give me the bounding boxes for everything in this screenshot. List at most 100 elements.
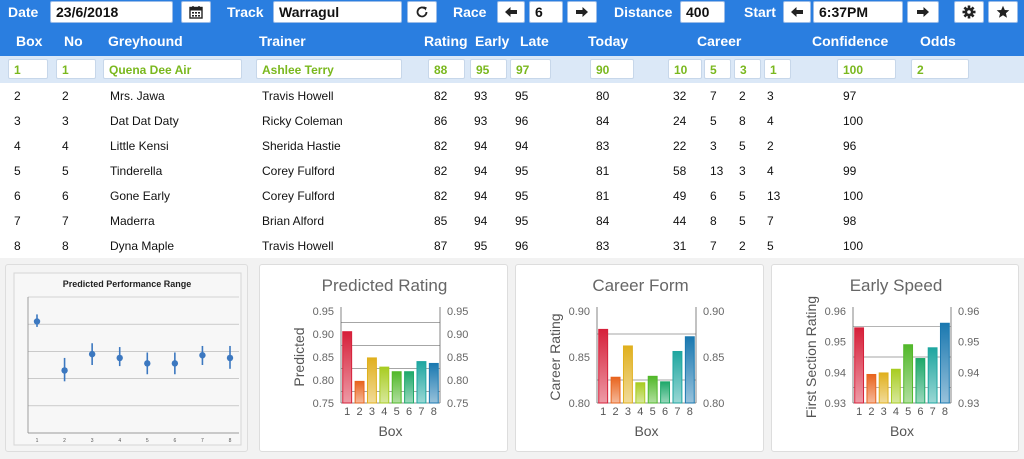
cell-early: 93 [474, 89, 488, 103]
y-tick-label-left: 0.94 [825, 367, 846, 379]
selected-rating[interactable]: 88 [428, 59, 465, 79]
cell-trainer: Travis Howell [262, 89, 334, 103]
cell-rating: 82 [434, 189, 448, 203]
predicted-rating-chart: Predicted Rating 0.75 0.75 0.80 0.80 0.85 0.85… [291, 276, 468, 439]
header-rating[interactable]: Rating [424, 33, 468, 49]
y-axis-label: First Section Rating [803, 296, 819, 418]
x-tick-label: 7 [674, 406, 680, 418]
gear-icon[interactable] [954, 1, 984, 23]
table-row[interactable]: 2 2 Mrs. Jawa Travis Howell 82 93 95 80 … [0, 83, 1024, 108]
selected-trainer[interactable]: Ashlee Terry [256, 59, 402, 79]
x-tick-label: 1 [344, 406, 350, 418]
selected-box[interactable]: 1 [8, 59, 48, 79]
selected-career-1[interactable]: 10 [668, 59, 702, 79]
date-field[interactable]: 23/6/2018 [50, 1, 173, 23]
y-tick-label-right: 0.95 [447, 306, 468, 318]
cell-career-1: 31 [673, 239, 687, 253]
race-prev-button[interactable] [497, 1, 525, 23]
bar [622, 345, 633, 404]
cell-confidence: 100 [843, 114, 864, 128]
cell-today: 84 [596, 214, 610, 228]
cell-today: 80 [596, 89, 610, 103]
header-greyhound[interactable]: Greyhound [108, 33, 183, 49]
table-row[interactable]: 5 5 Tinderella Corey Fulford 82 94 95 81… [0, 158, 1024, 183]
selected-late[interactable]: 97 [510, 59, 551, 79]
x-tick-label: 2 [357, 406, 363, 418]
table-row[interactable]: 7 7 Maderra Brian Alford 85 94 95 84 44 … [0, 208, 1024, 233]
table-row[interactable]: 3 3 Dat Dat Daty Ricky Coleman 86 93 96 … [0, 108, 1024, 133]
header-trainer[interactable]: Trainer [259, 33, 306, 49]
header-no[interactable]: No [64, 33, 83, 49]
selected-odds[interactable]: 2 [911, 59, 969, 79]
start-next-button[interactable] [907, 1, 939, 23]
header-confidence[interactable]: Confidence [812, 33, 889, 49]
cell-career-1: 49 [673, 189, 687, 203]
cell-career-2: 5 [710, 114, 717, 128]
distance-field[interactable]: 400 [680, 1, 725, 23]
date-label: Date [8, 4, 39, 20]
table-row-selected[interactable]: 1 1 Quena Dee Air Ashlee Terry 88 95 97 … [0, 56, 1024, 83]
early-speed-panel: Early Speed 0.93 0.93 0.94 0.94 0.95 0.95 0.96 0… [771, 264, 1019, 452]
y-tick-label-left: 0.90 [569, 306, 590, 318]
data-point [199, 352, 206, 359]
x-tick-label: 8 [229, 438, 232, 444]
cell-career-2: 13 [710, 164, 724, 178]
x-tick-label: 5 [650, 406, 656, 418]
y-tick-label-left: 0.93 [825, 398, 846, 410]
bar [878, 372, 889, 404]
cell-trainer: Corey Fulford [262, 164, 335, 178]
y-tick-label-right: 0.95 [958, 337, 979, 349]
early-speed-chart: Early Speed 0.93 0.93 0.94 0.94 0.95 0.95 0.96 0… [803, 276, 979, 439]
arrow-left-icon [505, 7, 517, 17]
start-label: Start [744, 4, 776, 20]
header-early[interactable]: Early [475, 33, 510, 49]
chart-frame [13, 272, 242, 446]
bar [416, 361, 427, 404]
x-tick-label: 3 [369, 406, 375, 418]
selected-name[interactable]: Quena Dee Air [103, 59, 242, 79]
cell-confidence: 100 [843, 239, 864, 253]
header-late[interactable]: Late [520, 33, 549, 49]
selected-career-3[interactable]: 3 [734, 59, 761, 79]
cell-late: 95 [515, 214, 529, 228]
cell-no: 8 [62, 239, 69, 253]
bar [684, 336, 695, 404]
x-tick-label: 8 [942, 406, 948, 418]
track-field[interactable]: Warragul [273, 1, 402, 23]
y-tick-label-left: 0.95 [825, 337, 846, 349]
selected-today[interactable]: 90 [590, 59, 634, 79]
race-next-button[interactable] [567, 1, 597, 23]
y-tick-label-right: 0.80 [447, 375, 468, 387]
start-time-field[interactable]: 6:37PM [813, 1, 903, 23]
calendar-icon[interactable] [181, 1, 211, 23]
table-row[interactable]: 6 6 Gone Early Corey Fulford 82 94 95 81… [0, 183, 1024, 208]
header-today[interactable]: Today [588, 33, 629, 49]
race-field[interactable]: 6 [529, 1, 563, 23]
y-tick-label-right: 0.85 [447, 352, 468, 364]
selected-career-4[interactable]: 1 [764, 59, 791, 79]
y-tick-label-right: 0.90 [703, 306, 724, 318]
header-odds[interactable]: Odds [920, 33, 956, 49]
selected-early[interactable]: 95 [470, 59, 507, 79]
table-row[interactable]: 8 8 Dyna Maple Travis Howell 87 95 96 83… [0, 233, 1024, 258]
cell-name: Little Kensi [110, 139, 169, 153]
cell-career-1: 32 [673, 89, 687, 103]
selected-career-2[interactable]: 5 [704, 59, 731, 79]
table-row[interactable]: 4 4 Little Kensi Sherida Hastie 82 94 94… [0, 133, 1024, 158]
star-icon[interactable] [988, 1, 1018, 23]
header-career[interactable]: Career [697, 33, 742, 49]
start-prev-button[interactable] [783, 1, 811, 23]
data-point [144, 360, 151, 367]
refresh-icon[interactable] [407, 1, 437, 23]
chart-title: Career Form [592, 276, 688, 295]
cell-career-4: 13 [767, 189, 781, 203]
bar [610, 376, 621, 404]
data-point [116, 354, 123, 362]
cell-career-3: 2 [739, 89, 746, 103]
x-tick-label: 3 [91, 438, 94, 444]
x-tick-label: 1 [856, 406, 862, 418]
selected-no[interactable]: 1 [56, 59, 96, 79]
header-box[interactable]: Box [16, 33, 43, 49]
selected-confidence[interactable]: 100 [837, 59, 896, 79]
data-point [88, 350, 96, 358]
